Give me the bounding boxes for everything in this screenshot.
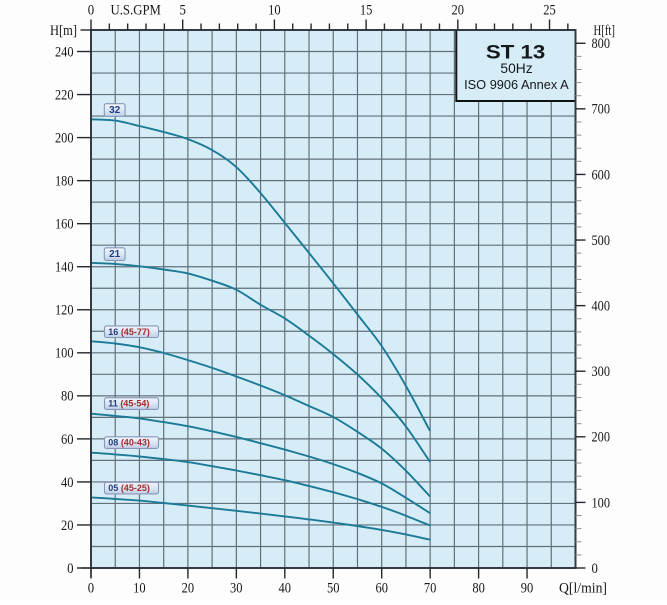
svg-text:70: 70 xyxy=(424,580,437,596)
svg-text:21: 21 xyxy=(109,249,121,260)
svg-text:60: 60 xyxy=(375,580,388,596)
svg-text:5: 5 xyxy=(180,2,186,18)
svg-text:0: 0 xyxy=(67,561,73,577)
svg-text:100: 100 xyxy=(55,346,74,362)
svg-text:ST 13: ST 13 xyxy=(486,42,546,63)
svg-text:50: 50 xyxy=(327,580,340,596)
svg-text:80: 80 xyxy=(61,389,74,405)
svg-text:200: 200 xyxy=(592,430,611,446)
svg-text:400: 400 xyxy=(592,299,611,315)
svg-text:120: 120 xyxy=(55,303,74,319)
svg-text:20: 20 xyxy=(452,2,465,18)
svg-text:30: 30 xyxy=(230,580,243,596)
svg-text:H[m]: H[m] xyxy=(50,23,77,39)
svg-text:140: 140 xyxy=(55,260,74,276)
svg-text:50Hz: 50Hz xyxy=(500,61,532,76)
svg-text:32: 32 xyxy=(109,105,121,116)
svg-text:H[ft]: H[ft] xyxy=(594,23,616,39)
svg-text:40: 40 xyxy=(61,475,74,491)
svg-text:300: 300 xyxy=(592,364,611,380)
svg-text:700: 700 xyxy=(592,102,611,118)
svg-text:Q[l/min]: Q[l/min] xyxy=(559,580,607,596)
svg-text:0: 0 xyxy=(88,580,94,596)
svg-text:15: 15 xyxy=(360,2,373,18)
svg-text:200: 200 xyxy=(55,131,74,147)
svg-text:25: 25 xyxy=(543,2,556,18)
svg-text:90: 90 xyxy=(521,580,534,596)
svg-text:0: 0 xyxy=(88,2,94,18)
svg-text:05 (45-25): 05 (45-25) xyxy=(108,483,150,493)
svg-text:40: 40 xyxy=(279,580,292,596)
svg-text:600: 600 xyxy=(592,167,611,183)
svg-text:16 (45-77): 16 (45-77) xyxy=(108,327,150,337)
svg-text:100: 100 xyxy=(592,495,611,511)
svg-text:0: 0 xyxy=(592,561,598,577)
svg-text:80: 80 xyxy=(472,580,485,596)
svg-text:60: 60 xyxy=(61,432,74,448)
svg-text:10: 10 xyxy=(268,2,281,18)
svg-text:10: 10 xyxy=(133,580,146,596)
svg-text:20: 20 xyxy=(182,580,195,596)
svg-text:08 (40-43): 08 (40-43) xyxy=(108,438,150,448)
svg-text:180: 180 xyxy=(55,174,74,190)
svg-text:500: 500 xyxy=(592,233,611,249)
svg-text:20: 20 xyxy=(61,518,74,534)
svg-text:240: 240 xyxy=(55,44,74,60)
svg-text:11 (45-54): 11 (45-54) xyxy=(108,399,149,409)
svg-text:800: 800 xyxy=(592,36,611,52)
svg-text:ISO 9906 Annex A: ISO 9906 Annex A xyxy=(464,77,569,92)
svg-text:U.S.GPM: U.S.GPM xyxy=(111,2,161,18)
svg-text:160: 160 xyxy=(55,217,74,233)
svg-text:220: 220 xyxy=(55,88,74,104)
